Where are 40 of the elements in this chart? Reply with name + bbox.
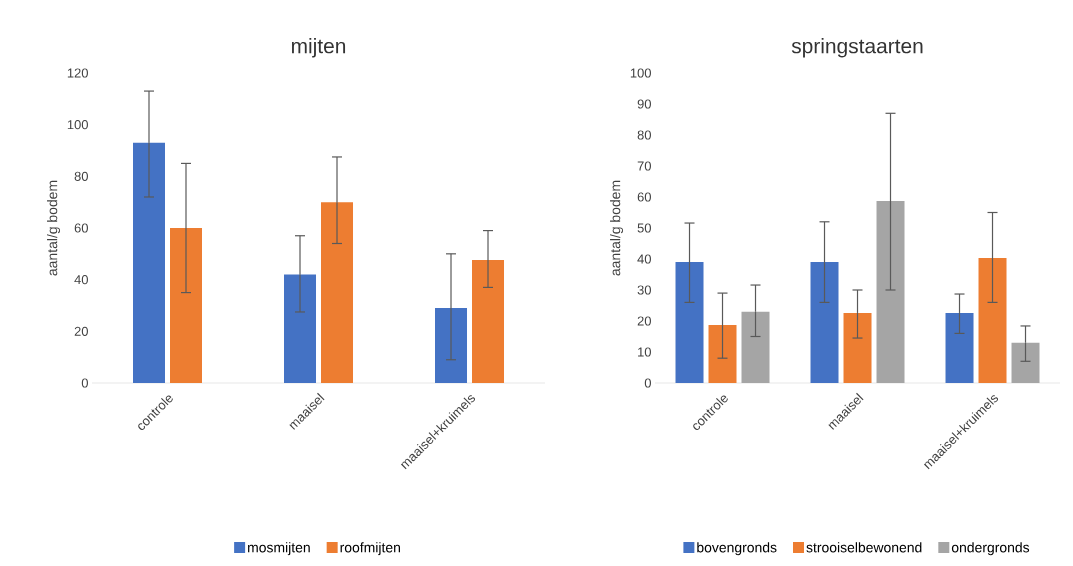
y-tick-label: 70 [637,161,651,171]
y-tick-label: 50 [637,223,651,233]
bar [978,258,1007,383]
bar [810,262,839,383]
bar [1011,342,1040,383]
y-tick-label: 90 [637,99,651,109]
y-axis-title: aantal/g bodem [47,180,61,276]
y-tick-label: 100 [67,120,88,130]
bar [675,262,704,383]
y-tick-label: 80 [637,130,651,140]
bar [321,202,353,383]
y-tick-label: 120 [67,68,88,78]
y-tick-label: 40 [637,254,651,264]
y-tick-label: 60 [74,223,88,233]
bar [284,274,316,383]
bar [741,311,770,383]
legend-label: mosmijten [248,542,310,556]
bar [472,260,504,383]
legend-label: strooiselbewonend [806,542,922,553]
bar [170,228,202,383]
y-tick-label: 40 [74,275,88,285]
y-tick-label: 0 [644,378,651,388]
y-tick-label: 10 [638,347,651,357]
y-tick-label: 0 [81,378,88,388]
bar [843,312,872,383]
y-axis-title: aantal/g bodem [610,180,624,276]
chart-title: springstaarten [791,38,923,58]
bar [876,201,905,383]
legend-label: roofmijten [340,542,400,556]
bar [945,312,974,383]
y-tick-label: 20 [74,326,88,336]
legend-label: ondergronds [951,542,1030,556]
legend-label: bovengronds [697,542,777,556]
y-tick-label: 20 [637,316,651,326]
y-tick-label: 100 [630,68,651,78]
bar [133,142,165,383]
chart-title: mijten [291,38,346,58]
y-tick-label: 60 [637,192,651,202]
y-tick-label: 30 [637,285,651,295]
y-tick-label: 80 [74,171,88,181]
